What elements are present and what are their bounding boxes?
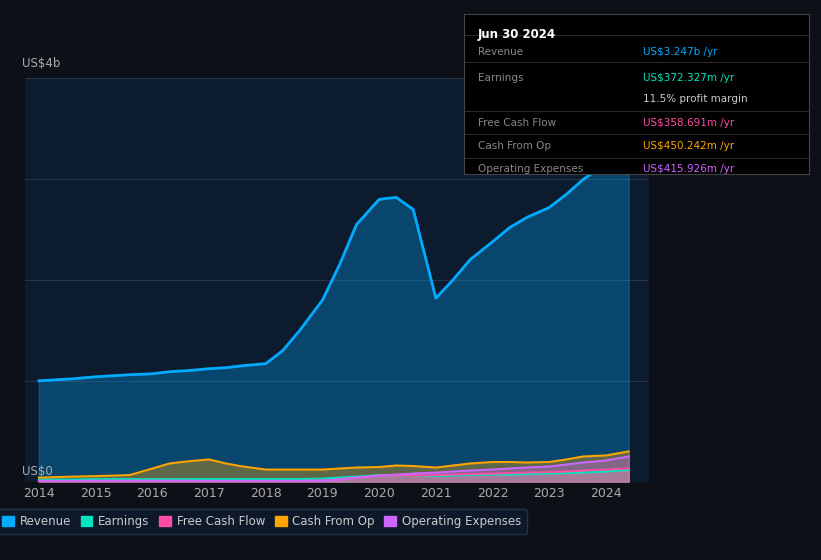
Text: US$4b: US$4b (21, 57, 60, 71)
Text: Cash From Op: Cash From Op (478, 142, 551, 151)
Text: Earnings: Earnings (478, 73, 523, 83)
Text: 11.5% profit margin: 11.5% profit margin (643, 94, 748, 104)
Text: Operating Expenses: Operating Expenses (478, 164, 583, 174)
Text: US$3.247b /yr: US$3.247b /yr (643, 47, 718, 57)
Legend: Revenue, Earnings, Free Cash Flow, Cash From Op, Operating Expenses: Revenue, Earnings, Free Cash Flow, Cash … (0, 510, 527, 534)
Text: Revenue: Revenue (478, 47, 523, 57)
Text: US$450.242m /yr: US$450.242m /yr (643, 142, 734, 151)
Text: US$0: US$0 (21, 465, 53, 478)
Text: Free Cash Flow: Free Cash Flow (478, 118, 556, 128)
Text: US$415.926m /yr: US$415.926m /yr (643, 164, 735, 174)
Text: US$358.691m /yr: US$358.691m /yr (643, 118, 735, 128)
Text: US$372.327m /yr: US$372.327m /yr (643, 73, 735, 83)
Text: Jun 30 2024: Jun 30 2024 (478, 29, 556, 41)
